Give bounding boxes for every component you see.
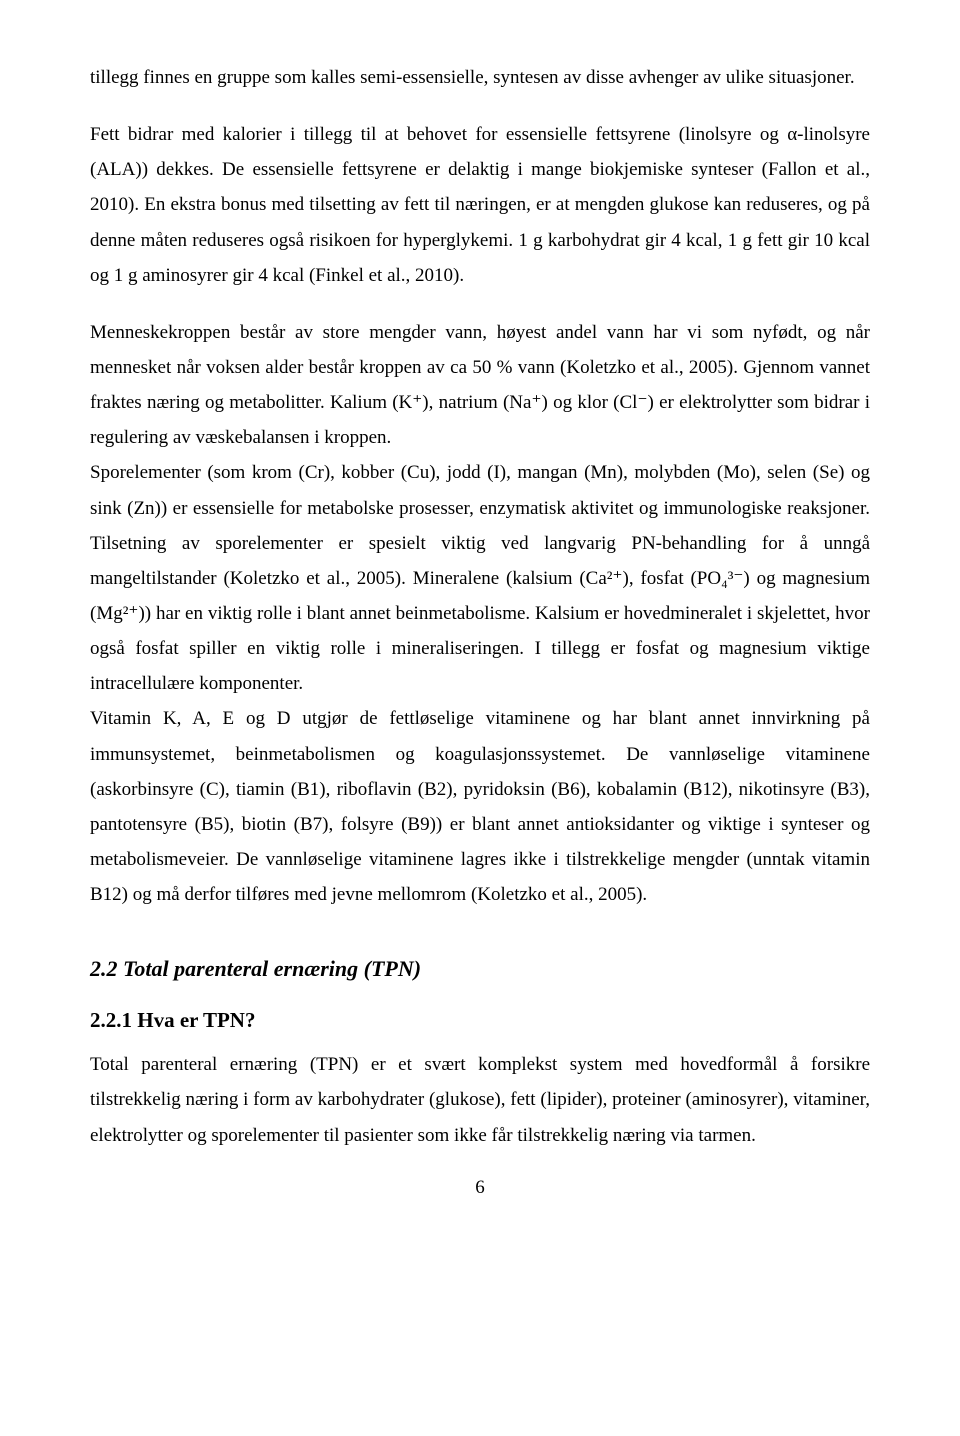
section-heading-2-2: 2.2 Total parenteral ernæring (TPN) — [90, 956, 870, 982]
paragraph-3: Menneskekroppen består av store mengder … — [90, 315, 870, 456]
paragraph-4: Sporelementer (som krom (Cr), kobber (Cu… — [90, 455, 870, 701]
paragraph-2: Fett bidrar med kalorier i tillegg til a… — [90, 117, 870, 293]
document-page: tillegg finnes en gruppe som kalles semi… — [0, 0, 960, 1239]
paragraph-6: Total parenteral ernæring (TPN) er et sv… — [90, 1047, 870, 1152]
paragraph-1: tillegg finnes en gruppe som kalles semi… — [90, 60, 870, 95]
paragraph-5: Vitamin K, A, E og D utgjør de fettløsel… — [90, 701, 870, 912]
subsection-heading-2-2-1: 2.2.1 Hva er TPN? — [90, 1008, 870, 1033]
page-number: 6 — [90, 1177, 870, 1199]
